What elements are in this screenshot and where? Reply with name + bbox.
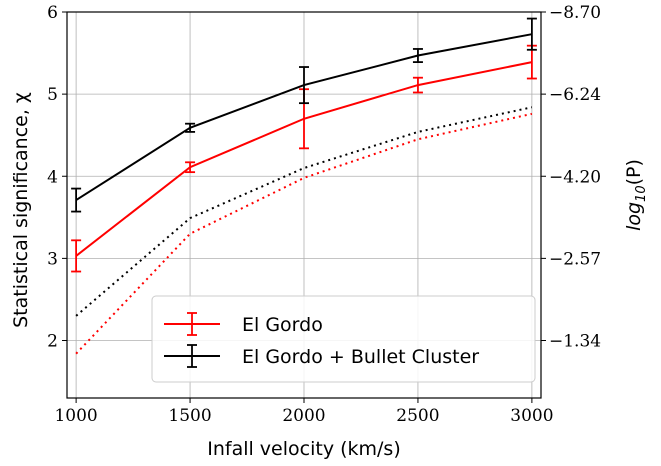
y2-tick-label: −1.34 [549, 332, 601, 352]
y-tick-label: 5 [47, 85, 58, 105]
y2-tick-label: −2.57 [549, 249, 601, 269]
y-tick-label: 4 [47, 167, 58, 187]
y-tick-label: 6 [47, 3, 58, 23]
legend: El Gordo El Gordo + Bullet Cluster [151, 295, 536, 383]
y2-label-log: log [623, 202, 645, 231]
y2-tick-label: −6.24 [549, 85, 601, 105]
y2-label-p: (P) [623, 159, 645, 185]
x-tick-label: 1500 [168, 406, 211, 426]
x-tick-label: 3000 [510, 406, 553, 426]
y2-axis-label: log10(P) [623, 159, 649, 231]
legend-label: El Gordo + Bullet Cluster [242, 346, 479, 368]
ticks: 1000 1500 2000 2500 3000 2 3 4 5 6 −1.34 −2.57 −4.20… [47, 3, 601, 426]
y-tick-label: 2 [47, 332, 58, 352]
legend-label: El Gordo [242, 314, 323, 336]
y-tick-label: 3 [47, 249, 58, 269]
y2-tick-label: −4.20 [549, 167, 601, 187]
series-line [75, 112, 533, 355]
x-tick-label: 2000 [282, 406, 325, 426]
series-line [75, 106, 533, 317]
x-tick-label: 2500 [396, 406, 439, 426]
series-layer [71, 17, 537, 355]
x-axis-label: Infall velocity (km/s) [207, 438, 401, 460]
legend-box [151, 295, 536, 383]
y-axis-label: Statistical significance, χ [10, 92, 32, 328]
y2-tick-label: −8.70 [549, 3, 601, 23]
x-tick-label: 1000 [54, 406, 97, 426]
y2-label-sub: 10 [634, 185, 649, 202]
